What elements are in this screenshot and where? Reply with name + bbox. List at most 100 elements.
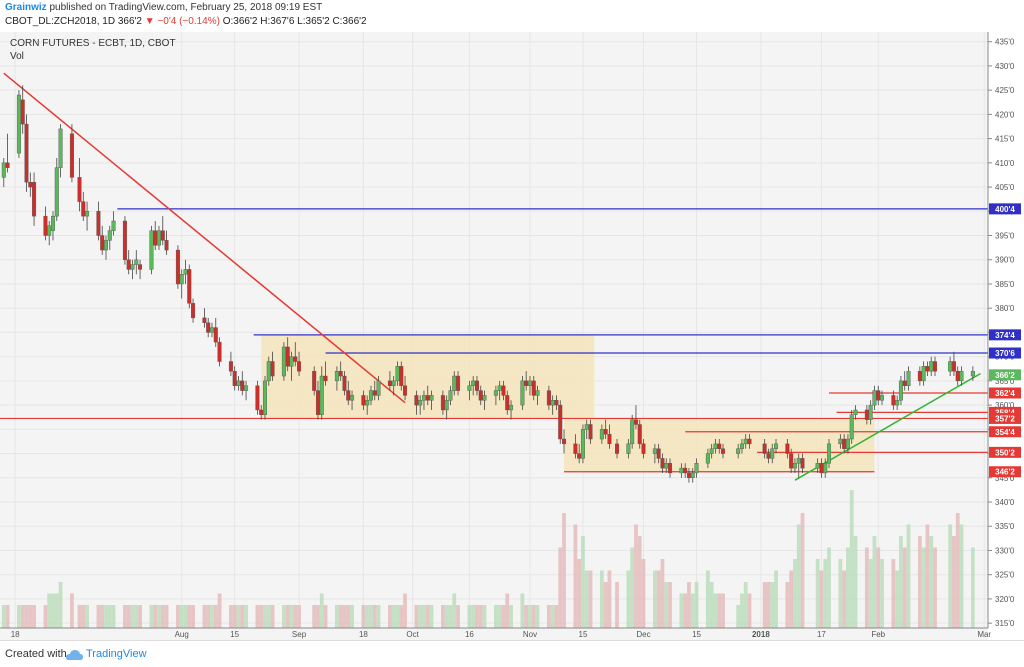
candle-body xyxy=(815,463,820,469)
candle-body xyxy=(951,361,956,372)
candle-body xyxy=(584,424,589,430)
x-tick-label: Dec xyxy=(636,630,650,639)
candle-body xyxy=(350,395,355,401)
volume-bar xyxy=(100,605,105,628)
candle-body xyxy=(546,390,551,406)
volume-bar xyxy=(403,593,407,628)
x-tick-label: Feb xyxy=(871,630,885,639)
candle-body xyxy=(403,385,408,396)
volume-bar xyxy=(679,593,684,628)
plot-area xyxy=(0,32,988,628)
volume-bar xyxy=(925,524,930,628)
candle-body xyxy=(448,390,453,401)
candle-body xyxy=(209,327,214,333)
candle-body xyxy=(925,366,930,372)
volume-bar xyxy=(891,559,896,628)
volume-bar xyxy=(202,605,207,628)
chart-header: Grainwiz published on TradingView.com, F… xyxy=(0,0,1024,32)
x-tick-label: 15 xyxy=(692,630,701,639)
volume-bar xyxy=(588,570,593,628)
candle-body xyxy=(721,448,726,454)
candle-body xyxy=(444,400,449,411)
candle-body xyxy=(876,390,881,401)
candle-body xyxy=(800,458,805,469)
volume-bar xyxy=(501,605,506,628)
candle-body xyxy=(213,327,218,343)
candle-body xyxy=(187,269,192,304)
candle-body xyxy=(315,390,320,415)
candle-body xyxy=(368,390,373,401)
volume-bar xyxy=(81,605,86,628)
volume-bar xyxy=(217,593,222,628)
candle-body xyxy=(471,380,476,386)
volume-bar xyxy=(634,524,638,628)
volume-bar xyxy=(388,605,392,628)
candle-body xyxy=(24,123,29,183)
candle-body xyxy=(429,395,434,401)
volume-bar xyxy=(452,593,457,628)
x-tick-label: Oct xyxy=(406,630,419,639)
volume-bar xyxy=(236,605,241,628)
candle-body xyxy=(134,259,139,265)
volume-bar xyxy=(244,605,248,628)
volume-bar xyxy=(899,536,903,628)
footer: Created with TradingView xyxy=(0,640,1024,667)
volume-bar xyxy=(293,605,298,628)
candle-body xyxy=(948,361,953,372)
candle-body xyxy=(342,375,347,391)
y-tick-label: 315'0 xyxy=(995,619,1015,628)
volume-bar xyxy=(17,605,21,628)
candle-body xyxy=(81,201,86,217)
candle-body xyxy=(467,385,472,391)
volume-bar xyxy=(637,536,642,628)
price-line-label: 350'2 xyxy=(995,448,1015,457)
candle-body xyxy=(164,240,169,251)
volume-bar xyxy=(876,547,881,628)
price-chart[interactable]: 315'0320'0325'0330'0335'0340'0345'0350'0… xyxy=(0,32,1024,640)
price-line-label-bg xyxy=(989,466,1021,478)
volume-bar xyxy=(505,593,510,628)
candle-body xyxy=(774,443,779,449)
volume-bar xyxy=(350,605,354,628)
volume-bar xyxy=(626,570,631,628)
volume-bar xyxy=(440,605,445,628)
author-name[interactable]: Grainwiz xyxy=(5,2,47,13)
volume-bar xyxy=(369,605,373,628)
volume-bar xyxy=(846,547,850,628)
volume-bar xyxy=(107,605,112,628)
volume-bar xyxy=(187,605,192,628)
price-line-label-bg xyxy=(989,406,1021,418)
candle-body xyxy=(323,375,328,382)
volume-bar xyxy=(630,547,635,628)
candle-body xyxy=(891,395,896,406)
volume-bar xyxy=(282,605,286,628)
price-line-label-bg xyxy=(989,446,1021,458)
volume-bar xyxy=(418,605,423,628)
y-tick-label: 390'0 xyxy=(995,256,1015,265)
volume-bar xyxy=(766,582,771,628)
candle-body xyxy=(456,375,461,391)
tradingview-link[interactable]: TradingView xyxy=(86,648,147,660)
volume-bar xyxy=(528,605,532,628)
volume-bar xyxy=(85,605,89,628)
volume-bar xyxy=(285,605,290,628)
volume-bar xyxy=(70,593,74,628)
candle-body xyxy=(842,438,847,449)
volume-bar xyxy=(959,524,964,628)
candle-body xyxy=(762,443,767,454)
volume-bars xyxy=(1,490,975,628)
candle-body xyxy=(577,453,582,459)
volume-bar xyxy=(652,570,657,628)
candle-body xyxy=(796,458,801,464)
candle-body xyxy=(524,380,529,386)
grid-lines xyxy=(0,32,988,628)
candle-body xyxy=(686,472,691,478)
candle-body xyxy=(641,443,646,454)
candle-body xyxy=(668,463,673,474)
change-value: −0'4 (−0.14%) xyxy=(157,16,220,27)
last-price-value: 366'2 xyxy=(117,16,142,27)
candle-body xyxy=(297,361,302,372)
trend-line xyxy=(794,372,981,481)
candle-body xyxy=(16,94,21,154)
candle-body xyxy=(452,375,457,391)
